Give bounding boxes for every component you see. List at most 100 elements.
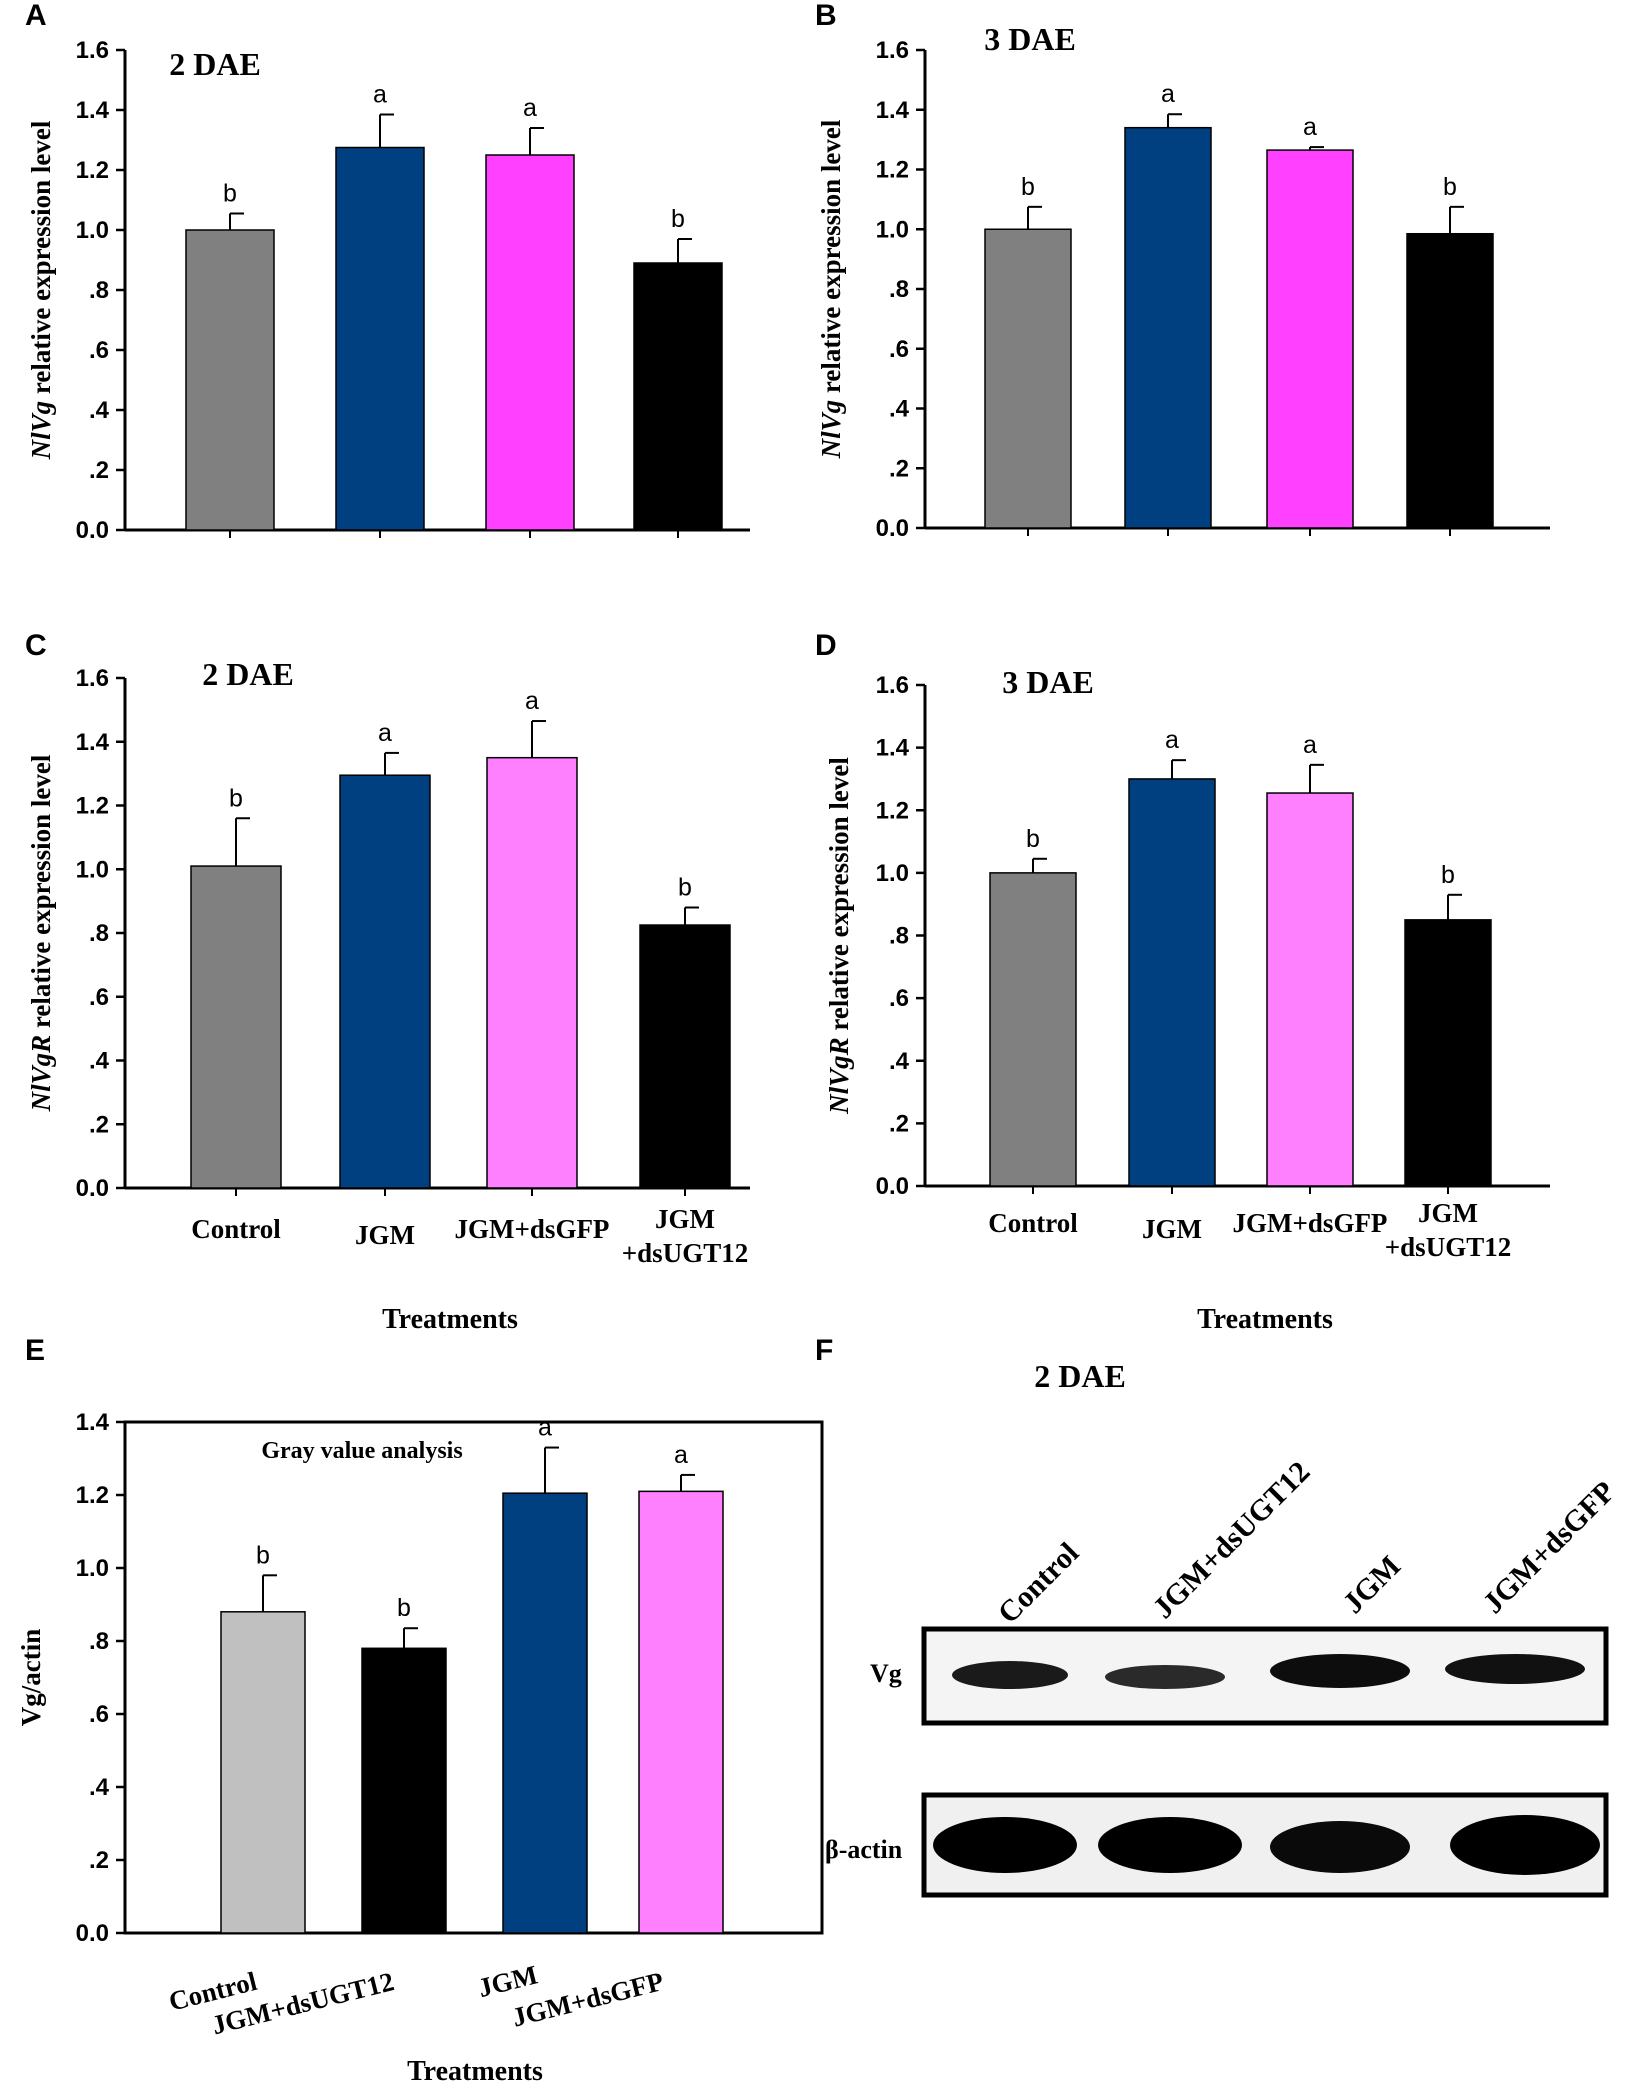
y-tick-label: .8	[889, 923, 909, 950]
vg-band	[1445, 1654, 1585, 1684]
y-tick-label: 1.4	[76, 729, 110, 756]
blot-row-label: Vg	[870, 1659, 902, 1688]
panel-letter: B	[815, 0, 837, 32]
x-category-label: JGM+dsGFP	[1233, 1208, 1388, 1238]
bar	[361, 1647, 447, 1934]
y-tick-label: .8	[89, 277, 109, 304]
y-tick-label: 1.0	[876, 860, 909, 887]
bar	[335, 146, 425, 531]
plot-frame	[123, 1420, 824, 1935]
x-axis-label: Treatments	[407, 2056, 543, 2087]
bar	[502, 1492, 588, 1934]
significance-label: b	[1021, 173, 1035, 201]
y-tick-label: .4	[889, 396, 910, 423]
x-category-label: JGM	[1142, 1214, 1202, 1244]
y-tick-label: 0.0	[76, 517, 109, 544]
significance-label: b	[256, 1541, 270, 1569]
y-tick-label: 1.2	[76, 1482, 109, 1509]
panel-d-chart: D 3 DAE 0.0 .2 .4 .6 .8 1.0 1.2 1.4 1.6 NlVgR relat…	[815, 629, 1550, 1335]
y-tick-label: 0.0	[876, 515, 909, 542]
bar	[984, 228, 1072, 529]
bar	[1124, 126, 1212, 529]
significance-label: b	[678, 874, 692, 902]
significance-label: b	[1441, 861, 1455, 889]
y-tick-label: 1.6	[76, 665, 109, 692]
significance-label: b	[671, 205, 685, 233]
y-axis-label-italic: NlVg	[816, 400, 846, 460]
panel-letter: D	[815, 629, 837, 662]
significance-label: a	[1165, 726, 1179, 754]
bar	[639, 924, 731, 1189]
panel-letter: A	[25, 0, 47, 32]
x-category-label: JGM	[475, 1959, 540, 2003]
significance-label: a	[1303, 731, 1317, 759]
y-axis-label: NlVg relative expression level	[26, 120, 56, 460]
y-axis-label: NlVgR relative expression level	[824, 757, 854, 1115]
x-category-label: JGM	[355, 1220, 415, 1250]
bar	[1128, 778, 1216, 1187]
y-tick-label: .4	[89, 1774, 110, 1801]
panel-b-chart: B 3 DAE 0.0 .2 .4 .6 .8 1.0 1.2 1.4 1.6 NlVg relati…	[815, 0, 1550, 542]
blot-lane-label: JGM+dsGFP	[1477, 1475, 1622, 1620]
x-axis-label: Treatments	[1197, 1304, 1333, 1335]
panel-f-western-blot: F 2 DAE Control JGM+dsUGT12 JGM JGM+dsGF…	[815, 1334, 1622, 1898]
y-axis-label: NlVg relative expression level	[816, 119, 846, 459]
bar	[1406, 232, 1494, 529]
bar	[1404, 919, 1492, 1187]
actin-band	[933, 1817, 1077, 1873]
y-tick-label: .6	[889, 336, 909, 363]
y-tick-label: 1.2	[76, 157, 109, 184]
significance-label: b	[223, 180, 237, 208]
bar	[1266, 792, 1354, 1187]
y-tick-label: 1.2	[876, 797, 909, 824]
bar	[190, 865, 282, 1189]
x-category-label: JGM+dsGFP	[455, 1214, 610, 1244]
significance-label: a	[1303, 113, 1317, 141]
y-axis-label-text: relative expression level	[816, 119, 846, 400]
y-axis-label-italic: NlVgR	[824, 1037, 854, 1115]
y-tick-label: 1.2	[876, 157, 909, 184]
x-axis-label: Treatments	[382, 1304, 518, 1335]
x-category-label-line: JGM	[1418, 1198, 1478, 1228]
chart-title: 2 DAE	[169, 46, 261, 82]
y-axis-label-italic: NlVgR	[26, 1035, 56, 1113]
significance-label: b	[1443, 173, 1457, 201]
x-category-label: JGM +dsUGT12	[622, 1204, 748, 1268]
y-tick-label: 1.0	[76, 1555, 109, 1582]
y-tick-label: 1.0	[76, 217, 109, 244]
chart-title: 2 DAE	[202, 656, 294, 692]
significance-label: a	[525, 687, 539, 715]
significance-label: a	[378, 719, 392, 747]
x-category-label-line: +dsUGT12	[1385, 1232, 1511, 1262]
significance-label: a	[373, 81, 387, 109]
y-tick-label: 1.6	[76, 37, 109, 64]
actin-band	[1098, 1817, 1242, 1873]
significance-label: b	[397, 1594, 411, 1622]
panel-c-chart: C 2 DAE 0.0 .2 .4 .6 .8 1.0 1.2 1.4 1.6 NlVgR relat…	[25, 629, 750, 1335]
blot-title: 2 DAE	[1034, 1358, 1126, 1394]
y-tick-label: 1.6	[876, 672, 909, 699]
y-axis-label-text: relative expression level	[26, 754, 56, 1035]
x-category-label: JGM +dsUGT12	[1385, 1198, 1511, 1262]
bar	[1266, 149, 1354, 529]
y-tick-label: 1.0	[876, 216, 909, 243]
chart-annotation: Gray value analysis	[261, 1438, 462, 1464]
bar	[989, 872, 1077, 1187]
y-tick-label: .4	[889, 1048, 910, 1075]
y-tick-label: 1.4	[76, 1409, 110, 1436]
y-tick-label: .2	[889, 1110, 909, 1137]
x-category-label: Control	[191, 1214, 281, 1244]
y-axis-label-text: Vg/actin	[16, 1629, 46, 1727]
significance-label: a	[523, 94, 537, 122]
blot-lane-label: JGM	[1337, 1549, 1407, 1619]
x-category-label-line: JGM	[655, 1204, 715, 1234]
vg-band	[1270, 1654, 1410, 1688]
vg-band	[1105, 1665, 1225, 1689]
bar	[185, 229, 275, 531]
bar	[486, 756, 578, 1189]
y-tick-label: .6	[89, 984, 109, 1011]
y-tick-label: 1.4	[876, 97, 910, 124]
bar	[633, 262, 723, 531]
significance-label: b	[229, 784, 243, 812]
y-tick-label: .4	[89, 397, 110, 424]
